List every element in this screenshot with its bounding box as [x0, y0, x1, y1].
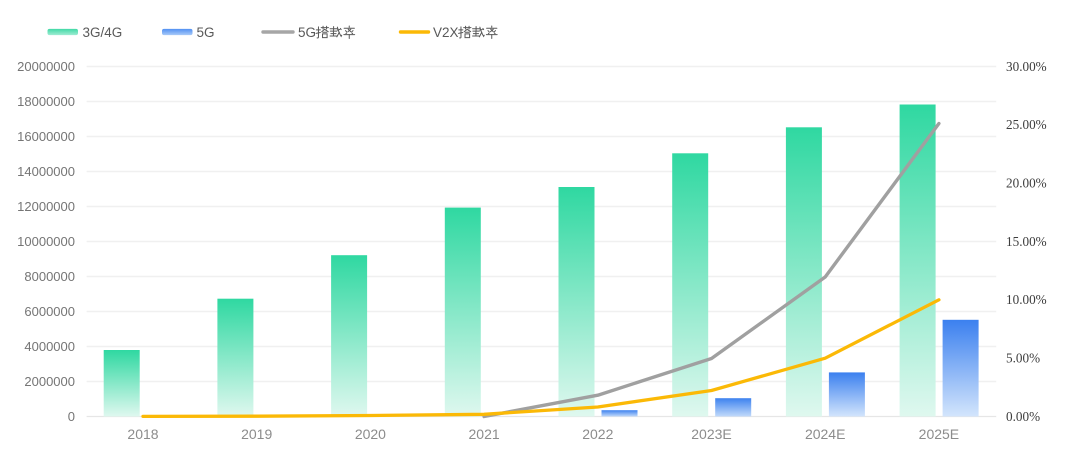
svg-text:16000000: 16000000 [17, 129, 75, 144]
svg-text:5.00%: 5.00% [1006, 351, 1040, 366]
svg-text:2021: 2021 [469, 426, 500, 442]
svg-text:0: 0 [68, 409, 75, 424]
svg-text:2025E: 2025E [919, 426, 959, 442]
svg-text:12000000: 12000000 [17, 199, 75, 214]
svg-text:2024E: 2024E [805, 426, 845, 442]
svg-text:8000000: 8000000 [24, 269, 75, 284]
svg-text:3G/4G: 3G/4G [83, 25, 123, 40]
svg-text:2018: 2018 [127, 426, 158, 442]
svg-text:5G: 5G [197, 25, 215, 40]
svg-text:20000000: 20000000 [17, 59, 75, 74]
svg-text:15.00%: 15.00% [1006, 234, 1047, 249]
svg-text:10000000: 10000000 [17, 234, 75, 249]
svg-text:2000000: 2000000 [24, 374, 75, 389]
svg-text:30.00%: 30.00% [1006, 59, 1047, 74]
svg-text:10.00%: 10.00% [1006, 292, 1047, 307]
svg-text:2022: 2022 [582, 426, 613, 442]
svg-text:6000000: 6000000 [24, 304, 75, 319]
svg-text:4000000: 4000000 [24, 339, 75, 354]
svg-text:25.00%: 25.00% [1006, 117, 1047, 132]
svg-text:2023E: 2023E [691, 426, 731, 442]
svg-text:14000000: 14000000 [17, 164, 75, 179]
svg-text:0.00%: 0.00% [1006, 409, 1040, 424]
svg-text:5G: 5G [298, 25, 316, 40]
svg-text:20.00%: 20.00% [1006, 176, 1047, 191]
svg-text:2019: 2019 [241, 426, 272, 442]
svg-text:2020: 2020 [355, 426, 386, 442]
svg-text:V2X: V2X [433, 25, 459, 40]
svg-text:18000000: 18000000 [17, 94, 75, 109]
